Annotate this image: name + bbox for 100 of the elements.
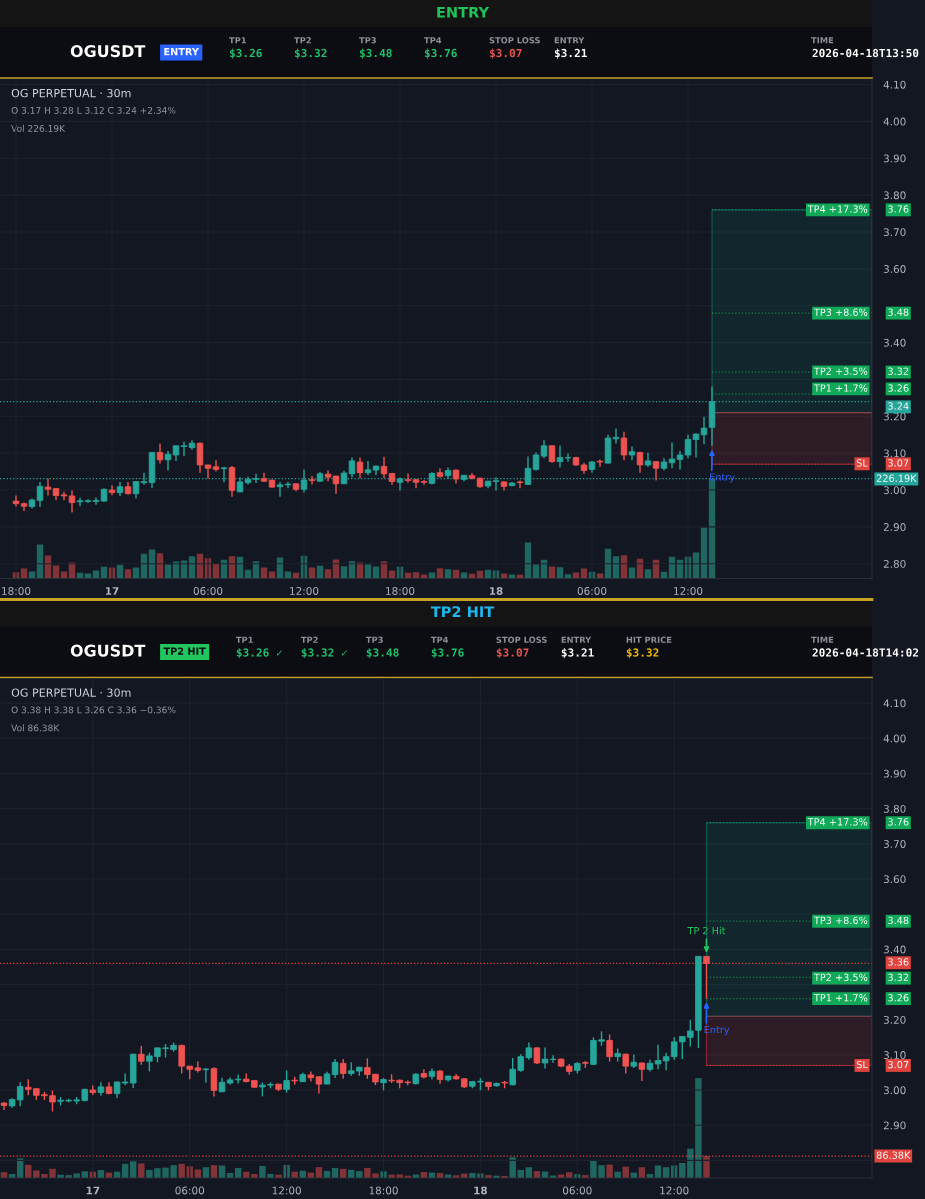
text: $3.07: [489, 48, 522, 59]
y-tick-label: 3.80: [883, 191, 906, 200]
ref-line-label: TP4 +17.3%: [807, 205, 868, 213]
text: 2026-04-18T14:02: [812, 648, 919, 657]
text: $3.32: [626, 648, 659, 659]
annotation: Entry: [704, 1026, 730, 1036]
ref-line-label: TP3 +8.6%: [813, 308, 868, 316]
annotation: O 3.38 H 3.38 L 3.26 C 3.36 −0.36%: [11, 706, 176, 714]
y-tick-label: 3.76: [888, 205, 909, 213]
y-tick-label: 3.26: [888, 384, 909, 392]
text: TP2: [294, 37, 311, 44]
annotation: Vol 226.19K: [11, 124, 66, 132]
y-tick-label: 2.90: [883, 1121, 906, 1130]
y-tick-label: 4.00: [883, 734, 906, 743]
text: HIT PRICE: [626, 636, 672, 643]
text: TIME: [811, 636, 834, 643]
y-tick-label: 3.70: [883, 228, 906, 237]
text: ENTRY: [561, 636, 592, 643]
y-tick-label: 3.07: [888, 1060, 909, 1069]
y-tick-label: 3.00: [883, 1086, 906, 1095]
text: TIME: [811, 37, 834, 44]
ref-line-label: TP4 +17.3%: [807, 818, 868, 826]
text: OGUSDT: [70, 45, 146, 58]
ref-line-label: SL: [856, 459, 868, 467]
annotation: OG PERPETUAL · 30m: [11, 88, 131, 98]
y-tick-label: 3.36: [888, 958, 909, 966]
y-tick-label: 3.76: [888, 818, 909, 826]
text: TP2 HIT: [430, 606, 495, 618]
text: $3.76: [431, 648, 464, 659]
y-tick-label: 3.07: [888, 459, 909, 467]
y-tick-label: 3.70: [883, 840, 906, 848]
ref-line-label: TP1 +1.7%: [813, 994, 868, 1002]
text: $3.76: [424, 48, 457, 59]
text: TP1: [229, 37, 247, 44]
text: ENTRY: [437, 6, 490, 18]
annotation: O 3.17 H 3.28 L 3.12 C 3.24 +2.34%: [11, 106, 176, 114]
text: $3.21: [561, 648, 594, 659]
x-tick-label: 06:00: [577, 587, 607, 595]
text: TP4: [430, 636, 449, 643]
text: $3.26: [229, 48, 262, 59]
y-tick-label: 3.60: [883, 875, 906, 884]
text: $3.21: [554, 48, 587, 59]
ref-line-label: SL: [856, 1060, 868, 1069]
text: TP4: [424, 37, 442, 44]
x-tick-label: 06:00: [193, 587, 223, 595]
y-tick-label: 2.90: [883, 523, 906, 531]
x-tick-label: 06:00: [562, 1186, 592, 1195]
x-tick-label: 18:00: [386, 587, 415, 595]
y-tick-label: 3.26: [888, 994, 909, 1002]
y-tick-label: 3.48: [888, 308, 909, 316]
ref-line-label: TP1 +1.7%: [813, 384, 868, 392]
x-tick-label: 17: [86, 1186, 100, 1195]
text: TP1: [235, 636, 253, 643]
text: STOP LOSS: [489, 37, 540, 44]
annotation: Entry: [710, 473, 735, 483]
text: TP3: [359, 37, 376, 44]
y-tick-label: 3.40: [883, 338, 906, 347]
y-tick-label: 3.40: [883, 945, 906, 954]
text: $3.32 ✓: [301, 648, 347, 659]
text: TP2: [300, 636, 318, 643]
y-tick-label: 4.00: [883, 117, 906, 126]
y-tick-label: 3.90: [883, 769, 906, 778]
y-tick-label: 3.32: [888, 973, 909, 981]
text: ENTRY: [164, 48, 199, 56]
x-tick-label: 12:00: [290, 587, 319, 595]
annotation: Vol 86.38K: [11, 724, 60, 732]
y-tick-label: 3.60: [883, 265, 906, 273]
x-tick-label: 18:00: [2, 587, 31, 595]
y-tick-label: 4.10: [883, 699, 906, 708]
annotation: TP 2 Hit: [687, 926, 726, 935]
x-tick-label: 18: [474, 1186, 488, 1195]
y-tick-label: 3.20: [883, 1015, 906, 1024]
x-tick-label: 06:00: [175, 1186, 205, 1195]
y-tick-label: 3.10: [883, 449, 906, 458]
text: TP3: [365, 636, 383, 643]
y-tick-label: 3.90: [883, 154, 906, 163]
y-tick-label: 4.10: [883, 80, 906, 89]
text: $3.07: [496, 648, 529, 659]
y-tick-label: 3.24: [888, 402, 909, 410]
text: ENTRY: [554, 37, 585, 44]
text: $3.26 ✓: [236, 648, 282, 659]
ref-line-label: TP2 +3.5%: [813, 973, 868, 981]
y-tick-label: 3.32: [888, 367, 909, 375]
ref-line-label: 86.38K: [876, 1151, 911, 1159]
x-tick-label: 12:00: [674, 587, 703, 595]
y-tick-label: 3.48: [888, 916, 909, 925]
x-tick-label: 12:00: [660, 1186, 689, 1195]
ref-line-label: 226.19K: [876, 474, 917, 482]
text: $3.48: [359, 48, 392, 59]
y-tick-label: 2.80: [883, 559, 906, 568]
y-tick-label: 3.20: [883, 412, 906, 421]
text: $3.48: [366, 648, 399, 659]
ref-line-label: TP3 +8.6%: [813, 916, 868, 925]
text: STOP LOSS: [496, 636, 547, 643]
x-tick-label: 12:00: [272, 1186, 301, 1195]
annotation: OG PERPETUAL · 30m: [11, 688, 131, 697]
text: 2026-04-18T13:50: [812, 48, 919, 58]
y-tick-label: 3.10: [883, 1051, 906, 1059]
y-tick-label: 3.80: [883, 804, 906, 813]
x-tick-label: 18: [489, 587, 503, 595]
